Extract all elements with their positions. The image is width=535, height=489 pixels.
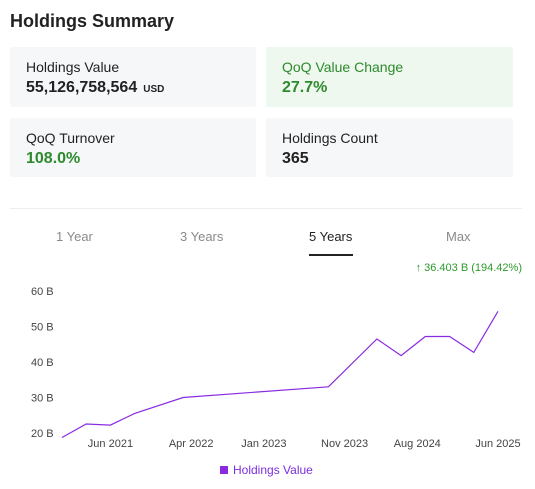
data-point[interactable]: [472, 351, 475, 354]
data-point[interactable]: [424, 335, 427, 338]
holdings-count-card: Holdings Count 365: [266, 118, 513, 177]
x-tick-label: Jun 2021: [88, 438, 133, 450]
arrow-up-icon: ↑: [415, 262, 422, 274]
data-point[interactable]: [61, 436, 64, 439]
data-point[interactable]: [109, 424, 112, 427]
data-point[interactable]: [327, 385, 330, 388]
y-tick-label: 50 B: [31, 322, 54, 334]
data-point[interactable]: [182, 396, 185, 399]
legend-label: Holdings Value: [233, 463, 313, 477]
data-point[interactable]: [133, 412, 136, 415]
tab-5-years[interactable]: 5 Years: [309, 229, 353, 244]
qoq-turnover-label: QoQ Turnover: [26, 130, 115, 146]
x-tick-label: Aug 2024: [394, 438, 441, 450]
section-divider: [10, 208, 522, 209]
holdings-value-number: 55,126,758,564: [26, 79, 138, 96]
page-title: Holdings Summary: [10, 11, 175, 31]
holdings-value-unit: USD: [143, 84, 165, 95]
holdings-value-amount: 55,126,758,564 USD: [26, 79, 164, 97]
holdings-value-card: Holdings Value 55,126,758,564 USD: [10, 47, 256, 107]
data-point[interactable]: [400, 354, 403, 357]
tab-3-years[interactable]: 3 Years: [180, 229, 224, 244]
holdings-count-amount: 365: [282, 150, 309, 167]
qoq-value-change-amount: 27.7%: [282, 79, 328, 96]
value-change-text: 36.403 B (194.42%): [424, 262, 522, 274]
x-tick-label: Nov 2023: [321, 438, 368, 450]
data-point[interactable]: [448, 335, 451, 338]
qoq-value-change-label: QoQ Value Change: [282, 59, 404, 75]
x-tick-label: Jun 2025: [475, 438, 520, 450]
y-tick-label: 30 B: [31, 392, 54, 404]
x-tick-label: Apr 2022: [169, 438, 214, 450]
holdings-value-chart: 20 B 30 B 40 B 50 B 60 B Jun 2021 Apr 2022 Jan…: [31, 286, 521, 450]
tab-1-year[interactable]: 1 Year: [56, 229, 93, 244]
holdings-count-label: Holdings Count: [282, 130, 378, 146]
chart-legend[interactable]: Holdings Value: [220, 463, 313, 477]
qoq-value-change-card: QoQ Value Change 27.7%: [266, 47, 513, 107]
data-point[interactable]: [375, 337, 378, 340]
y-tick-label: 20 B: [31, 428, 54, 440]
active-tab-indicator: [309, 254, 353, 256]
qoq-turnover-card: QoQ Turnover 108.0%: [10, 118, 256, 177]
holdings-value-line: [61, 310, 499, 439]
legend-swatch: [220, 466, 228, 474]
y-tick-label: 60 B: [31, 286, 54, 298]
data-point[interactable]: [497, 310, 500, 313]
value-change-badge: ↑ 36.403 B (194.42%): [416, 262, 522, 274]
qoq-turnover-amount: 108.0%: [26, 150, 81, 167]
tab-max[interactable]: Max: [446, 229, 471, 244]
data-point[interactable]: [85, 423, 88, 426]
holdings-value-label: Holdings Value: [26, 59, 120, 75]
y-tick-label: 40 B: [31, 357, 54, 369]
x-tick-label: Jan 2023: [241, 438, 286, 450]
